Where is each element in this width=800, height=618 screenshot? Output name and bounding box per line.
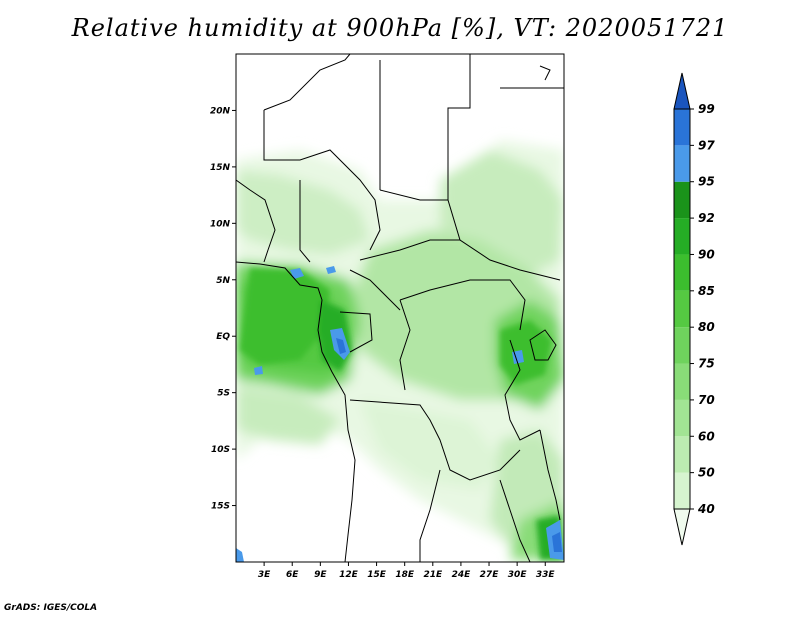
colorbar-label-11: 99 <box>698 102 715 116</box>
lat-tick-label-3: 5N <box>216 276 230 286</box>
colorbar-label-8: 92 <box>698 211 715 225</box>
longitude-axis: 3E 6E 9E 12E 15E 18E 21E 24E 27E 30E 33E <box>258 562 556 580</box>
colorbar-frame <box>673 108 691 510</box>
country-borders <box>236 54 564 562</box>
lat-tick-label-5: 5S <box>217 389 230 399</box>
colorbar-segment-11 <box>674 109 690 146</box>
colorbar-segment-10 <box>674 145 690 182</box>
colorbar-label-2: 60 <box>698 429 715 443</box>
lon-tick-label-7: 24E <box>452 570 472 580</box>
colorbar-label-4: 75 <box>698 357 715 371</box>
colorbar-top-arrow <box>673 72 691 110</box>
lon-tick-label-10: 33E <box>536 570 556 580</box>
lat-tick-label-2: 10N <box>210 219 231 229</box>
credit-label: GrADS: IGES/COLA <box>4 603 98 613</box>
lat-tick-label-1: 15N <box>210 163 231 173</box>
latitude-axis: 20N 15N 10N 5N EQ 5S 10S 15S <box>210 106 236 512</box>
colorbar-segment-4 <box>674 363 690 400</box>
lon-tick-label-0: 3E <box>258 570 271 580</box>
map-title: Relative humidity at 900hPa [%], VT: 202… <box>71 14 729 42</box>
colorbar-segment-8 <box>674 218 690 255</box>
colorbar-segment-9 <box>674 181 690 219</box>
colorbar-segment-1 <box>674 472 690 509</box>
lat-tick-label-0: 20N <box>210 106 231 116</box>
colorbar-segment-5 <box>674 327 690 364</box>
colorbar: 40 50 60 70 75 80 85 90 92 95 97 99 <box>673 72 715 546</box>
lon-tick-label-3: 12E <box>339 570 359 580</box>
colorbar-label-5: 80 <box>698 320 715 334</box>
colorbar-segment-6 <box>674 290 690 328</box>
colorbar-bottom-arrow <box>673 508 691 546</box>
lon-tick-label-8: 27E <box>480 570 500 580</box>
colorbar-label-3: 70 <box>698 393 715 407</box>
colorbar-label-1: 50 <box>698 466 715 480</box>
lon-tick-label-1: 6E <box>286 570 299 580</box>
lon-tick-label-9: 30E <box>508 570 528 580</box>
colorbar-label-6: 85 <box>698 284 715 298</box>
lon-tick-label-6: 21E <box>423 570 443 580</box>
colorbar-label-7: 90 <box>698 247 715 261</box>
map-frame <box>235 53 565 563</box>
colorbar-label-9: 95 <box>698 175 715 189</box>
lat-tick-label-7: 15S <box>211 502 230 512</box>
colorbar-segment-3 <box>674 399 690 437</box>
lat-tick-label-6: 10S <box>211 445 230 455</box>
lon-tick-label-5: 18E <box>395 570 415 580</box>
colorbar-segment-7 <box>674 254 690 291</box>
lon-tick-label-4: 15E <box>367 570 387 580</box>
colorbar-label-10: 97 <box>698 138 715 152</box>
lon-tick-label-2: 9E <box>314 570 327 580</box>
humidity-shading <box>236 54 564 562</box>
colorbar-segment-2 <box>674 436 690 473</box>
lat-tick-label-4: EQ <box>216 332 230 342</box>
colorbar-label-0: 40 <box>697 502 715 516</box>
